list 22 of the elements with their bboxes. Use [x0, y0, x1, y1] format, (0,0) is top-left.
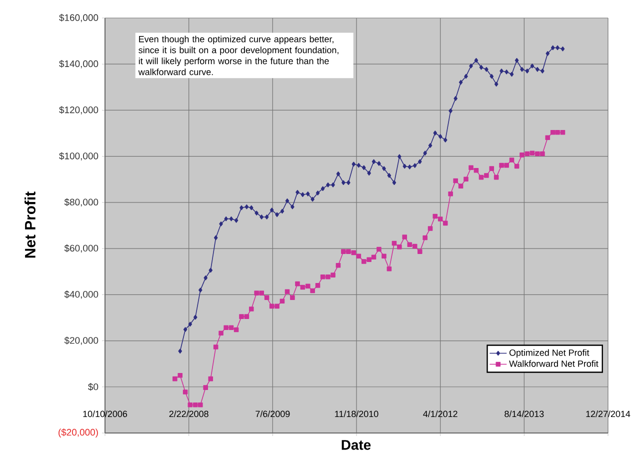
y-tick-label: $160,000 — [59, 14, 98, 22]
legend-label: Walkforward Net Profit — [509, 360, 598, 367]
legend-label: Optimized Net Profit — [509, 349, 590, 358]
y-tick-label: ($20,000) — [58, 428, 98, 438]
y-axis-title: Net Profit — [24, 192, 36, 258]
x-tick-label: 4/1/2012 — [423, 410, 458, 418]
y-tick-label: $0 — [88, 383, 98, 391]
x-tick-label: 10/10/2006 — [83, 410, 128, 418]
y-tick-label: $140,000 — [59, 60, 98, 68]
x-tick-label: 8/14/2013 — [504, 410, 544, 418]
y-tick-label: $40,000 — [64, 290, 98, 299]
y-tick-label: $20,000 — [64, 336, 98, 345]
x-tick-label: 7/6/2009 — [256, 410, 290, 418]
annotation: Even though the optimized curve appears better, since it is built on a poor development foundation, it will likely perform worse in the future than the walkforward curve. — [138, 36, 338, 76]
x-tick-label: 11/18/2010 — [335, 410, 378, 418]
y-tick-label: $120,000 — [59, 106, 98, 114]
y-tick-label: $100,000 — [59, 152, 98, 160]
y-tick-label: $80,000 — [64, 198, 98, 207]
y-tick-label: $60,000 — [64, 244, 98, 253]
x-tick-label: 2/22/2008 — [169, 410, 208, 418]
x-tick-label: 12/27/2014 — [586, 410, 630, 418]
x-axis-title: Date — [342, 440, 371, 450]
